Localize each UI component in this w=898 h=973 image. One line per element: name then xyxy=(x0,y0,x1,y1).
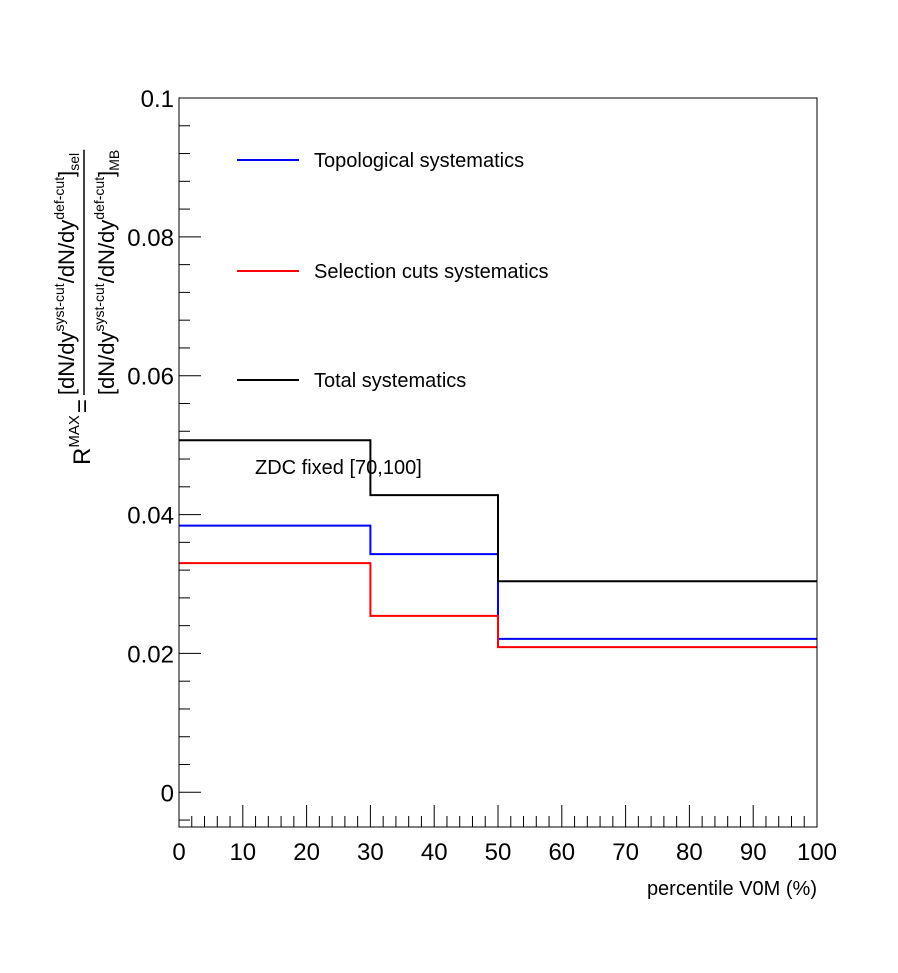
ylabel-num-close: ] xyxy=(54,171,79,177)
ylabel-num-sup1: syst-cut xyxy=(51,283,67,331)
x-tick-label: 50 xyxy=(485,839,512,866)
y-axis-title: RMAX= [dN/dysyst-cut/dN/dydef-cut]sel [d… xyxy=(51,149,122,465)
x-tick-label: 10 xyxy=(229,839,256,866)
ylabel-num-mid: /dN/dy xyxy=(54,220,79,284)
legend-label-3: Total systematics xyxy=(314,370,466,392)
ylabel-r: R xyxy=(69,448,96,465)
x-tick-label: 80 xyxy=(676,839,703,866)
ticks-layer: 0 10 20 30 40 50 60 70 80 90 100 0 0.02 0.04 0.06 0.08 0… xyxy=(127,86,837,866)
ylabel-den-mid: /dN/dy xyxy=(94,220,119,284)
y-tick-label: 0.04 xyxy=(127,503,174,530)
y-tick-label: 0.1 xyxy=(141,86,174,113)
x-tick-label: 60 xyxy=(548,839,575,866)
legend-label-1: Topological systematics xyxy=(314,150,524,172)
ylabel-den-main: [dN/dy xyxy=(94,332,119,396)
series-line-3 xyxy=(179,439,817,583)
ylabel-numerator: [dN/dysyst-cut/dN/dydef-cut]sel xyxy=(51,153,82,395)
x-axis-title: percentile V0M (%) xyxy=(647,878,817,900)
annotation-zdc: ZDC fixed [70,100] xyxy=(255,457,422,479)
y-tick-label: 0.02 xyxy=(127,641,174,668)
y-tick-label: 0.08 xyxy=(127,225,174,252)
x-tick-label: 70 xyxy=(612,839,639,866)
x-tick-label: 30 xyxy=(357,839,384,866)
ylabel-den-sub: MB xyxy=(106,150,122,171)
ylabel-num-main: [dN/dy xyxy=(54,332,79,396)
ylabel-denominator: [dN/dysyst-cut/dN/dydef-cut]MB xyxy=(91,150,122,395)
ylabel-den-sup1: syst-cut xyxy=(91,283,107,331)
ylabel-eq: = xyxy=(69,399,96,413)
legend-label-2: Selection cuts systematics xyxy=(314,261,549,283)
x-tick-label: 40 xyxy=(421,839,448,866)
ylabel-r-sup: MAX xyxy=(66,415,83,448)
series-line-1 xyxy=(179,524,817,640)
ylabel-prefix: RMAX = xyxy=(66,399,96,465)
series-layer xyxy=(179,439,817,649)
series-line-2 xyxy=(179,562,817,649)
y-tick-label: 0.06 xyxy=(127,364,174,391)
ylabel-den-sup2: def-cut xyxy=(91,177,107,220)
x-tick-label: 0 xyxy=(172,839,185,866)
plot-frame xyxy=(178,97,818,828)
x-tick-label: 100 xyxy=(797,839,837,866)
legend: Topological systematics Selection cuts sy… xyxy=(237,150,549,392)
ylabel-num-sup2: def-cut xyxy=(51,177,67,220)
ylabel-den-close: ] xyxy=(94,171,119,177)
x-tick-label: 90 xyxy=(740,839,767,866)
y-tick-label: 0 xyxy=(161,780,174,807)
x-tick-label: 20 xyxy=(293,839,320,866)
ylabel-num-sub: sel xyxy=(66,153,82,171)
